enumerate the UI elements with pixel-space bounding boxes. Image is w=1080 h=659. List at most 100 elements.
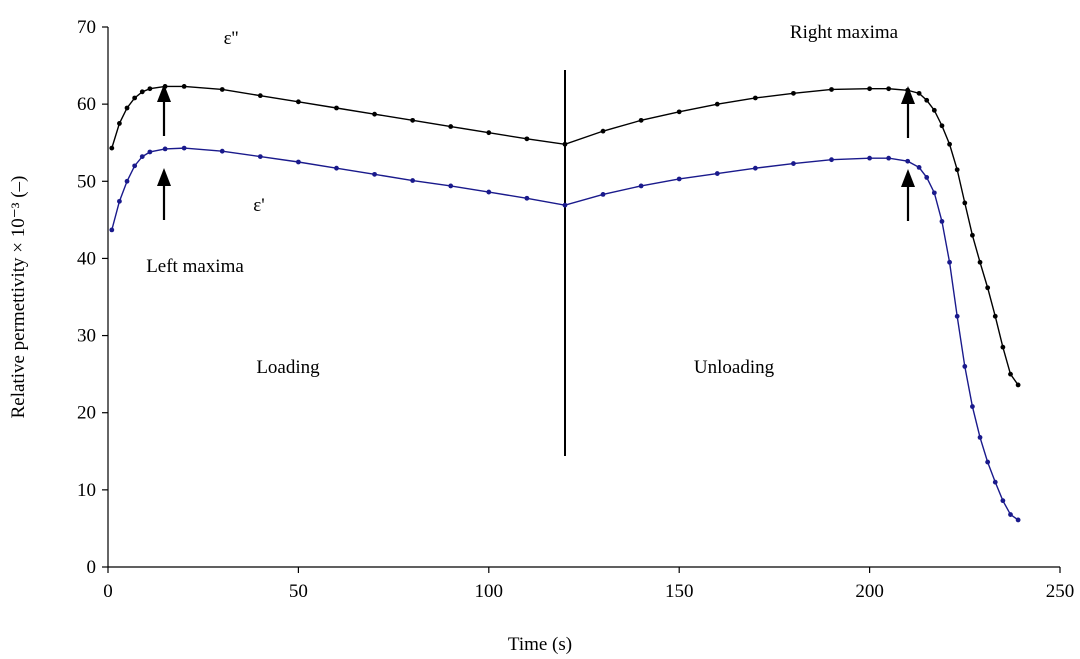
data-point <box>296 99 301 105</box>
data-point <box>947 141 952 147</box>
data-point <box>886 86 892 92</box>
x-tick-label: 100 <box>475 581 504 602</box>
data-point <box>676 109 682 115</box>
data-point <box>985 285 991 291</box>
data-point <box>947 259 952 265</box>
data-point <box>867 86 872 92</box>
data-point <box>977 435 983 440</box>
data-point <box>124 105 130 111</box>
data-point <box>181 84 187 89</box>
data-point <box>962 200 968 206</box>
data-point <box>954 313 960 319</box>
data-point <box>162 146 168 152</box>
data-point <box>1000 344 1006 350</box>
data-point <box>257 154 263 160</box>
data-point <box>829 157 834 163</box>
data-point <box>410 117 416 123</box>
data-point <box>931 107 937 113</box>
y-tick-label: 60 <box>77 94 96 115</box>
data-point <box>752 95 758 101</box>
data-point <box>486 130 492 136</box>
data-point <box>714 101 720 107</box>
data-point <box>109 227 115 233</box>
data-point <box>600 128 606 134</box>
data-point <box>791 90 796 96</box>
y-tick-label: 30 <box>77 326 96 347</box>
data-point <box>924 175 930 180</box>
x-tick-label: 50 <box>289 581 308 602</box>
data-point <box>939 123 945 129</box>
data-point <box>638 117 644 123</box>
data-point <box>334 165 339 171</box>
data-point <box>638 183 644 189</box>
annotation: Unloading <box>694 357 775 378</box>
data-point <box>132 163 138 169</box>
series-line <box>111 147 1019 521</box>
data-point <box>448 124 454 129</box>
data-point <box>139 154 145 160</box>
data-point <box>524 195 530 201</box>
arrows <box>157 84 915 221</box>
data-point <box>296 159 301 165</box>
annotation: Right maxima <box>790 22 899 43</box>
x-tick-label: 150 <box>665 581 694 602</box>
data-point <box>714 171 720 176</box>
data-point <box>219 87 225 92</box>
data-point <box>132 95 138 101</box>
data-point <box>139 89 145 95</box>
data-point <box>886 155 892 161</box>
data-point <box>147 149 153 155</box>
data-point <box>829 87 834 92</box>
data-point <box>124 178 130 184</box>
y-tick-label: 50 <box>77 171 96 192</box>
x-tick-label: 250 <box>1046 581 1075 602</box>
y-tick-label: 10 <box>77 480 96 501</box>
data-point <box>752 165 758 171</box>
data-point <box>117 121 122 126</box>
data-point <box>992 313 998 319</box>
data-point <box>905 158 911 164</box>
data-point <box>916 165 922 170</box>
y-tick-label: 70 <box>77 17 96 38</box>
data-point <box>562 141 568 147</box>
data-point <box>162 84 168 89</box>
data-point <box>676 176 682 182</box>
data-point <box>524 136 530 142</box>
series-label: ε' <box>253 195 264 216</box>
data-point <box>372 111 377 117</box>
data-point <box>962 364 968 369</box>
data-point <box>1015 382 1021 388</box>
data-point <box>562 202 568 208</box>
data-point <box>1008 371 1013 377</box>
data-point <box>109 145 115 151</box>
x-tick-label: 200 <box>855 581 884 602</box>
annotation: Left maxima <box>146 256 244 277</box>
data-point <box>219 148 225 154</box>
data-point <box>1015 517 1021 523</box>
data-point <box>924 97 930 103</box>
data-point <box>905 87 911 93</box>
annotation: Loading <box>256 357 320 378</box>
y-axis-label: Relative permettivity × 10⁻³ (–) <box>8 176 29 419</box>
data-point <box>970 232 975 238</box>
data-point <box>954 167 960 173</box>
data-point <box>257 93 263 99</box>
data-point <box>939 219 945 224</box>
data-point <box>791 161 796 166</box>
y-tick-label: 40 <box>77 248 96 269</box>
data-point <box>448 183 454 189</box>
data-point <box>1000 498 1006 504</box>
data-point <box>992 479 998 485</box>
data-point <box>410 178 416 183</box>
data-point <box>117 198 122 204</box>
data-point <box>931 190 937 196</box>
data-point <box>372 171 377 177</box>
data-point <box>970 404 975 409</box>
data-point <box>977 259 983 265</box>
data-point <box>600 192 606 197</box>
data-point <box>181 145 187 151</box>
x-axis-label: Time (s) <box>508 634 572 655</box>
series-line <box>111 85 1019 386</box>
y-tick-label: 0 <box>87 557 97 578</box>
